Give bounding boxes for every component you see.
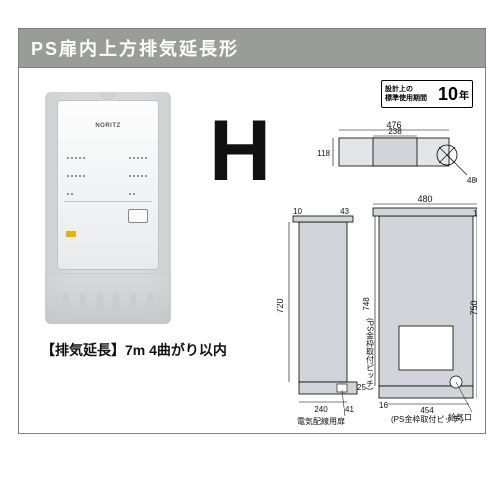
dim-side-doorw: 41 [345,405,354,414]
top-view-diagram: 476 238 118 480 [317,120,477,185]
dim-side-left: 10 [293,207,302,216]
dim-top-diag: 480 [467,176,477,185]
service-life-badge: 設計上の 標準使用期間 10 年 [381,80,473,108]
exhaust-value: 7m 4曲がり以内 [125,342,227,358]
control-panel [128,209,148,223]
dim-top-depth: 118 [317,149,330,158]
pitch-label-v: (PS金枠取付ピッチ) [366,318,375,390]
side-view-diagram: 10 43 720 25 240 41 電気配線用扉 [277,207,366,426]
panel-divider [64,201,152,202]
dim-front-w: 480 [417,194,432,204]
dimension-diagrams: 476 238 118 480 10 43 72 [277,120,477,430]
model-letter: H [209,102,271,201]
inlet-label: 給気口 [448,412,472,422]
dim-side-top: 43 [340,207,349,216]
side-bottom-label: 電気配線用扉 [297,416,345,426]
dim-front-bw: 454 [420,406,434,415]
product-photo: NORITZ [45,92,171,324]
badge-unit: 年 [459,87,469,102]
badge-text: 設計上の 標準使用期間 [385,85,438,103]
vent-right [128,147,150,201]
exhaust-spec: 【排気延長】7m 4曲がり以内 [41,340,227,360]
water-heater-body: NORITZ [57,100,159,270]
dim-front-lip: 12 [473,209,477,218]
dim-side-basew: 240 [314,405,328,414]
exhaust-label: 【排気延長】 [41,342,125,358]
card-content: NORITZ H 【排気延長】7m 4曲がり以内 設計上の 標準使用期間 10 … [19,68,485,436]
dim-front-h: 750 [469,300,477,315]
product-card: PS扉内上方排気延長形 NORITZ H 【排気延長】7m 4曲がり以内 設計上… [18,28,486,434]
base-area [45,273,171,313]
dim-front-ih: 748 [362,297,371,311]
badge-years: 10 [438,85,458,103]
vent-left [66,147,88,201]
dim-side-height: 720 [277,298,285,313]
diagram-svg: 476 238 118 480 10 43 72 [277,120,477,430]
front-view-diagram: 480 12 750 748 (PS金枠取付ピッチ) 16 454 (PS金枠取… [362,194,477,424]
brand-label: NORITZ [95,123,120,129]
pipe-connectors [63,293,153,313]
dim-front-loff: 16 [379,401,388,410]
card-title: PS扉内上方排気延長形 [19,29,485,68]
warning-sticker [66,231,76,237]
dim-top-inner: 238 [388,127,402,136]
